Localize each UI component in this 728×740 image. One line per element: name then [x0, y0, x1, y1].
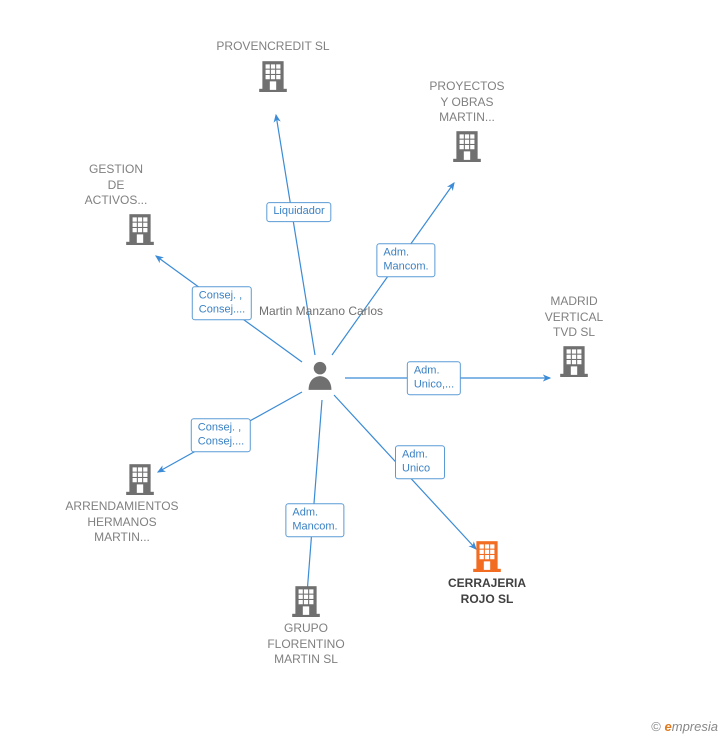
edge-line-grupo: [307, 400, 322, 594]
company-label-madrid: MADRID VERTICAL TVD SL: [545, 294, 603, 341]
edges-layer: [0, 0, 728, 740]
company-label-cerrajeria: CERRAJERIA ROJO SL: [448, 576, 526, 607]
company-label-provencredit: PROVENCREDIT SL: [216, 39, 329, 55]
center-person-node[interactable]: [306, 359, 334, 391]
edge-label-cerrajeria: Adm. Unico: [395, 445, 445, 479]
watermark: © empresia: [651, 719, 718, 734]
building-icon: [470, 538, 504, 572]
building-icon: [450, 128, 484, 162]
person-icon: [306, 359, 334, 391]
company-label-arrend: ARRENDAMIENTOS HERMANOS MARTIN...: [65, 499, 178, 546]
building-icon: [289, 583, 323, 617]
edge-label-arrend: Consej. , Consej....: [191, 418, 251, 452]
edge-label-provencredit: Liquidador: [266, 202, 331, 222]
company-node-cerrajeria[interactable]: [470, 538, 504, 572]
company-node-gestion[interactable]: [123, 211, 157, 245]
company-label-proyectos: PROYECTOS Y OBRAS MARTIN...: [429, 79, 504, 126]
building-icon: [256, 58, 290, 92]
edge-label-proyectos: Adm. Mancom.: [376, 243, 435, 277]
center-person-label: Martin Manzano Carlos: [259, 304, 383, 320]
building-icon: [123, 461, 157, 495]
brand-rest: mpresia: [672, 719, 718, 734]
company-node-grupo[interactable]: [289, 583, 323, 617]
company-label-gestion: GESTION DE ACTIVOS...: [85, 162, 148, 209]
network-diagram: PROVENCREDIT SL PROYECTOS Y OBRAS MARTIN…: [0, 0, 728, 740]
company-node-madrid[interactable]: [557, 343, 591, 377]
company-label-grupo: GRUPO FLORENTINO MARTIN SL: [267, 621, 344, 668]
building-icon: [123, 211, 157, 245]
edge-label-grupo: Adm. Mancom.: [285, 503, 344, 537]
edge-label-madrid: Adm. Unico,...: [407, 361, 461, 395]
company-node-arrend[interactable]: [123, 461, 157, 495]
company-node-proyectos[interactable]: [450, 128, 484, 162]
copyright-symbol: ©: [651, 719, 661, 734]
building-icon: [557, 343, 591, 377]
edge-label-gestion: Consej. , Consej....: [192, 286, 252, 320]
company-node-provencredit[interactable]: [256, 58, 290, 92]
brand-first-letter: e: [665, 719, 672, 734]
